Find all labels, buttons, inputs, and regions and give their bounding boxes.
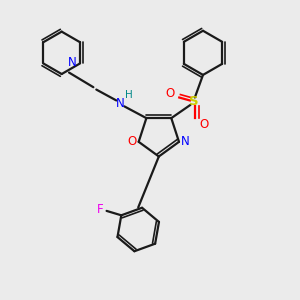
Text: N: N — [116, 97, 124, 110]
Text: O: O — [165, 87, 174, 100]
Text: N: N — [68, 56, 77, 69]
Text: N: N — [181, 135, 190, 148]
Text: O: O — [128, 135, 137, 148]
Text: H: H — [125, 90, 133, 100]
Text: F: F — [97, 203, 104, 216]
Text: S: S — [189, 95, 198, 108]
Text: O: O — [199, 118, 208, 130]
